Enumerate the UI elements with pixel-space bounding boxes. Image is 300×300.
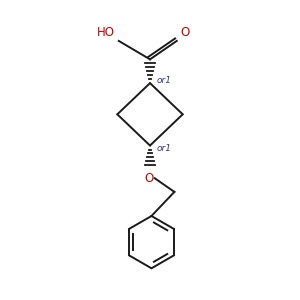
Text: O: O: [144, 172, 153, 185]
Text: O: O: [180, 26, 190, 38]
Text: or1: or1: [157, 76, 172, 85]
Text: HO: HO: [97, 26, 115, 38]
Text: or1: or1: [157, 144, 172, 153]
